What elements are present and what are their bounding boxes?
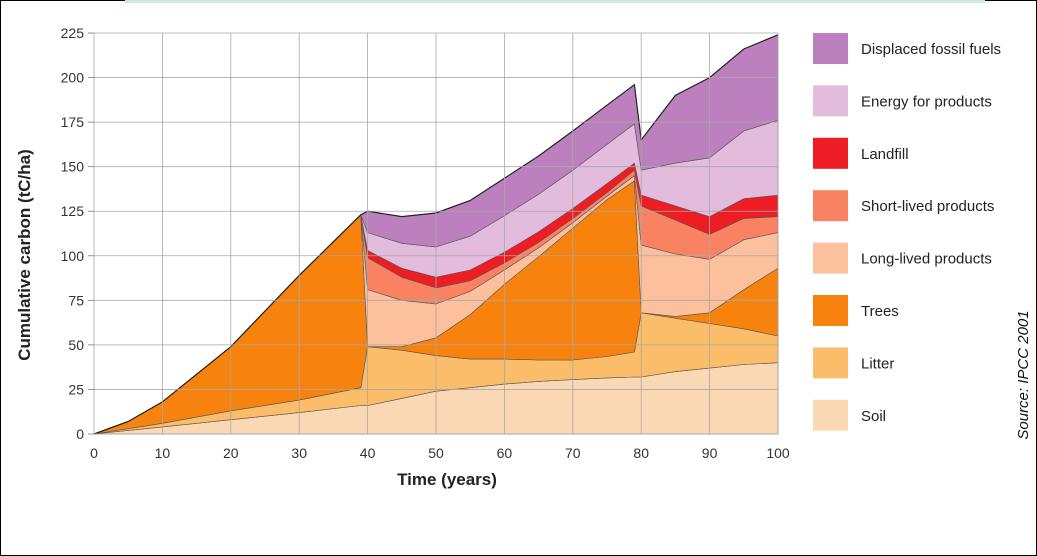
x-axis-title: Time (years) bbox=[397, 470, 497, 489]
x-tick-label: 70 bbox=[565, 445, 581, 461]
legend-label: Landfill bbox=[861, 146, 909, 163]
legend-label: Energy for products bbox=[861, 93, 992, 110]
x-tick-label: 100 bbox=[766, 445, 790, 461]
legend-swatch bbox=[813, 399, 848, 431]
legend-item: Litter bbox=[813, 347, 894, 379]
legend-swatch bbox=[813, 137, 848, 169]
legend-label: Long-lived products bbox=[861, 251, 992, 268]
legend-swatch bbox=[813, 85, 848, 117]
y-tick-label: 100 bbox=[61, 248, 85, 264]
legend-item: Energy for products bbox=[813, 85, 992, 117]
top-rule bbox=[125, 0, 985, 3]
y-tick-label: 25 bbox=[68, 381, 84, 397]
area-top-outline bbox=[93, 34, 779, 435]
x-tick-label: 90 bbox=[702, 445, 718, 461]
legend: Displaced fossil fuels Energy for product… bbox=[813, 33, 1001, 431]
y-axis-ticks: 0 25 50 75 100 125 150 175 200 225 bbox=[61, 25, 94, 442]
legend-swatch bbox=[813, 242, 848, 274]
y-tick-label: 75 bbox=[68, 292, 84, 308]
legend-swatch bbox=[813, 33, 848, 64]
legend-item: Trees bbox=[813, 295, 899, 326]
x-tick-label: 50 bbox=[428, 445, 444, 461]
legend-swatch bbox=[813, 190, 848, 222]
legend-swatch bbox=[813, 295, 848, 326]
y-tick-label: 200 bbox=[61, 70, 85, 86]
y-tick-label: 50 bbox=[68, 337, 84, 353]
y-tick-label: 150 bbox=[61, 159, 85, 175]
legend-label: Short-lived products bbox=[861, 198, 994, 215]
y-tick-label: 0 bbox=[76, 426, 84, 442]
x-tick-label: 40 bbox=[360, 445, 376, 461]
x-tick-label: 0 bbox=[90, 445, 98, 461]
x-tick-label: 20 bbox=[223, 445, 239, 461]
x-tick-label: 80 bbox=[633, 445, 649, 461]
legend-item: Displaced fossil fuels bbox=[813, 33, 1001, 64]
legend-label: Trees bbox=[861, 303, 899, 320]
legend-item: Short-lived products bbox=[813, 190, 994, 222]
legend-label: Soil bbox=[861, 408, 886, 425]
x-tick-label: 60 bbox=[497, 445, 513, 461]
y-tick-label: 175 bbox=[61, 114, 85, 130]
x-tick-label: 10 bbox=[155, 445, 171, 461]
x-axis-ticks: 0 10 20 30 40 50 60 70 80 90 100 bbox=[90, 445, 790, 461]
grid-lines bbox=[93, 32, 779, 435]
legend-label: Displaced fossil fuels bbox=[861, 41, 1001, 58]
y-axis-title: Cumulative carbon (tC/ha) bbox=[15, 149, 34, 361]
source-note: Source: IPCC 2001 bbox=[1015, 310, 1032, 439]
legend-label: Litter bbox=[861, 355, 894, 372]
legend-swatch bbox=[813, 347, 848, 379]
legend-item: Landfill bbox=[813, 137, 909, 169]
x-tick-label: 30 bbox=[291, 445, 307, 461]
y-tick-label: 125 bbox=[61, 203, 85, 219]
y-tick-label: 225 bbox=[61, 25, 85, 41]
legend-item: Long-lived products bbox=[813, 242, 992, 274]
legend-item: Soil bbox=[813, 399, 886, 431]
